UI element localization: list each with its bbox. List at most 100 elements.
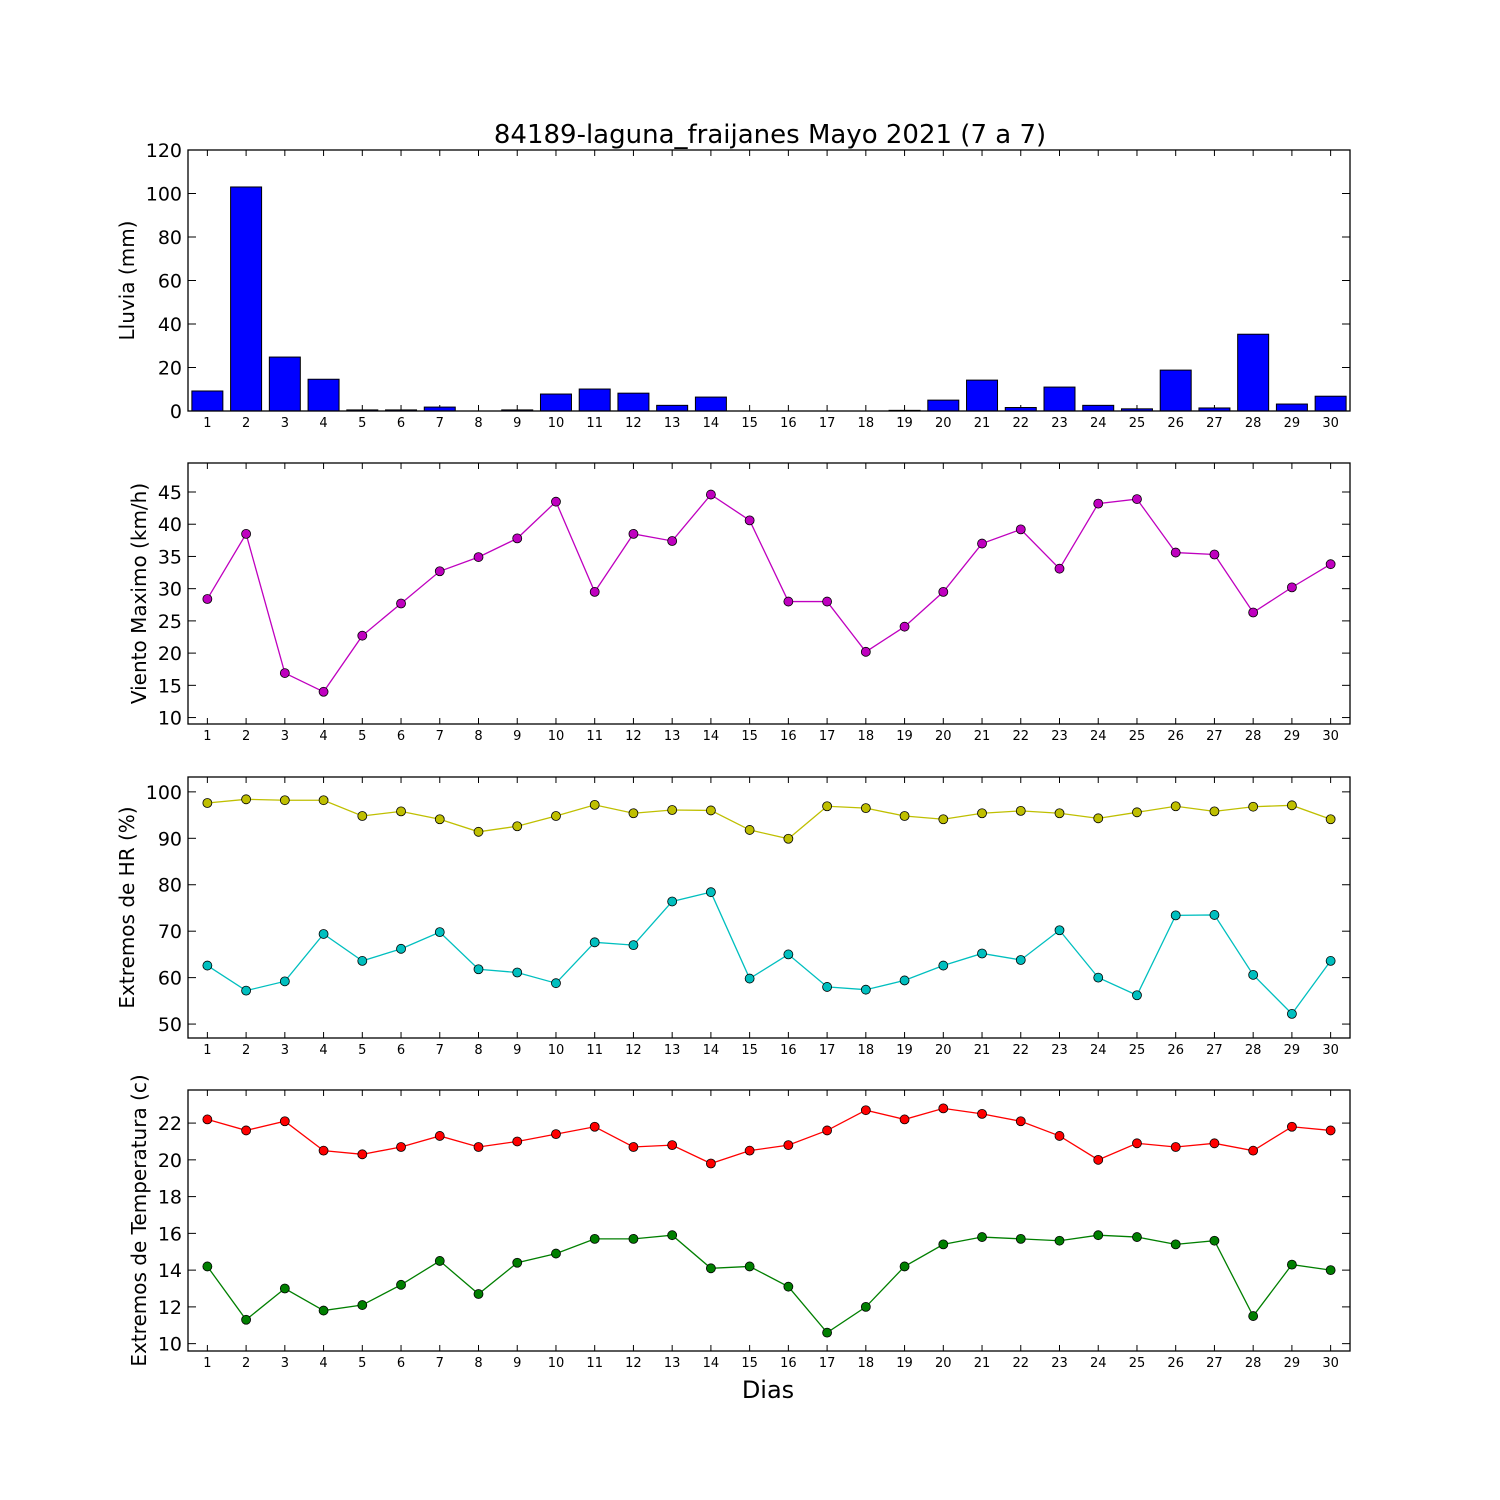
x-tick-label: 18 [858,1043,875,1058]
x-tick-label: 25 [1129,1043,1146,1058]
data-point [434,1131,445,1141]
data-point [1248,1311,1259,1321]
x-tick-label: 16 [780,729,797,744]
x-tick-label: 19 [896,729,913,744]
x-tick-label: 25 [1129,416,1146,431]
x-tick-label: 18 [858,729,875,744]
y-tick-label: 14 [158,1260,182,1282]
plot-frame [187,1089,1351,1352]
data-point [318,795,329,806]
data-point [357,1300,368,1310]
data-point [1248,801,1259,812]
bar [656,404,689,412]
data-point [706,1158,716,1169]
data-point [1325,814,1336,825]
data-point [744,825,755,835]
data-point [551,496,561,507]
data-point [899,1114,910,1125]
y-tick-label: 80 [158,227,182,249]
data-point [279,1283,290,1294]
x-tick-label: 20 [935,1356,952,1371]
y-tick-label: 50 [158,1014,182,1036]
data-point [1170,1142,1181,1152]
x-tick-label: 23 [1051,416,1068,431]
x-tick-label: 26 [1167,729,1184,744]
data-point [860,1301,871,1312]
y-tick-label: 15 [158,675,182,697]
data-point [396,1142,406,1152]
y-axis-label: Extremos de Temperatura (c) [127,1074,151,1366]
bar [1314,395,1347,412]
data-point [783,949,794,960]
data-point [202,960,213,971]
x-tick-label: 15 [741,729,758,744]
data-point [938,960,949,971]
x-tick-label: 4 [319,416,327,431]
y-tick-label: 10 [158,1334,182,1356]
bar [1159,369,1192,412]
x-tick-label: 13 [664,729,681,744]
data-point [1170,1239,1181,1250]
data-point [1132,494,1142,504]
data-point [1132,1232,1142,1242]
x-tick-label: 8 [474,416,482,431]
data-point [202,594,213,604]
data-point [938,1103,949,1114]
x-tick-label: 9 [513,1356,521,1371]
x-tick-label: 26 [1167,1356,1184,1371]
x-tick-label: 1 [203,1356,211,1371]
x-tick-label: 8 [474,729,482,744]
x-tick-label: 10 [548,1043,565,1058]
bar [617,392,650,412]
x-tick-label: 19 [896,416,913,431]
y-tick-label: 100 [146,782,182,804]
x-tick-label: 9 [513,416,521,431]
data-point [551,1248,561,1259]
data-point [589,1233,600,1244]
data-point [860,984,871,995]
data-point [1054,563,1065,574]
bar [191,390,224,412]
data-point [1170,801,1181,812]
data-point [977,808,987,819]
data-point [241,1125,252,1136]
data-point [822,596,832,607]
x-tick-label: 6 [397,416,405,431]
x-tick-label: 7 [436,1356,444,1371]
data-point [1287,800,1297,811]
x-tick-label: 14 [703,1043,720,1058]
data-point [1132,990,1142,1001]
data-point [1093,813,1104,824]
data-point [628,808,639,819]
y-tick-label: 20 [158,358,182,380]
x-tick-label: 13 [664,1043,681,1058]
data-point [434,566,445,577]
plot-frame [187,149,1351,412]
data-point [1170,910,1181,921]
y-tick-label: 60 [158,968,182,990]
x-tick-label: 20 [935,1043,952,1058]
x-tick-label: 27 [1206,1043,1223,1058]
y-tick-label: 35 [158,546,182,568]
data-point [434,1256,445,1266]
x-tick-label: 12 [625,729,642,744]
x-tick-label: 14 [703,1356,720,1371]
x-tick-label: 5 [358,416,366,431]
x-tick-label: 16 [780,416,797,431]
series-line [207,891,1332,1015]
x-tick-label: 20 [935,416,952,431]
data-point [318,1305,329,1316]
y-tick-label: 12 [158,1297,182,1319]
data-point [1015,955,1026,965]
x-tick-label: 27 [1206,729,1223,744]
x-tick-label: 7 [436,729,444,744]
x-tick-label: 30 [1322,729,1339,744]
x-tick-label: 25 [1129,729,1146,744]
data-point [783,596,794,607]
data-point [357,811,368,821]
data-point [899,621,910,632]
data-point [1054,925,1065,936]
x-tick-label: 23 [1051,729,1068,744]
data-point [1325,559,1336,570]
